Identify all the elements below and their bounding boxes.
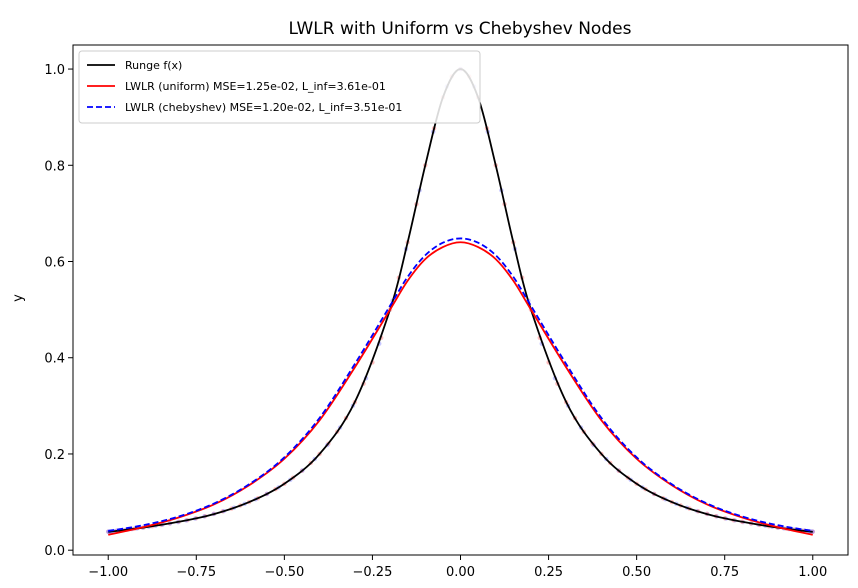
legend: Runge f(x) LWLR (uniform) MSE=1.25e-02, L… bbox=[78, 50, 481, 124]
series-line-3 bbox=[108, 237, 813, 532]
x-tick-label: −0.75 bbox=[176, 565, 216, 580]
x-tick-label: −0.25 bbox=[353, 565, 393, 580]
legend-entry-label: LWLR (uniform) MSE=1.25e-02, L_inf=3.61e… bbox=[125, 80, 386, 93]
x-tick-label: 1.00 bbox=[798, 565, 827, 580]
x-tick-label: 0.25 bbox=[534, 565, 563, 580]
y-tick-label: 0.0 bbox=[44, 544, 65, 559]
y-tick-label: 0.4 bbox=[44, 352, 65, 367]
y-tick-label: 0.2 bbox=[44, 448, 65, 463]
series-lines bbox=[108, 68, 813, 536]
y-tick-label: 1.0 bbox=[44, 63, 65, 78]
x-tick-label: 0.00 bbox=[446, 565, 475, 580]
series-line-1 bbox=[108, 68, 813, 533]
x-tick-label: 0.75 bbox=[710, 565, 739, 580]
legend-entry-label: Runge f(x) bbox=[125, 59, 182, 72]
legend-box bbox=[78, 50, 481, 124]
y-tick-label: 0.8 bbox=[44, 159, 65, 174]
x-tick-label: −0.50 bbox=[264, 565, 304, 580]
x-tick-label: −1.00 bbox=[88, 565, 128, 580]
sample-points bbox=[106, 66, 815, 534]
y-tick-label: 0.6 bbox=[44, 256, 65, 271]
legend-entry-label: LWLR (chebyshev) MSE=1.20e-02, L_inf=3.5… bbox=[125, 101, 402, 114]
y-axis: 0.0 0.2 0.4 0.6 0.8 1.0 bbox=[44, 63, 73, 559]
series-line-2 bbox=[108, 241, 813, 536]
x-axis: −1.00 −0.75 −0.50 −0.25 0.00 0.25 0.50 0.75 1.00 bbox=[88, 555, 827, 580]
y-axis-label: y bbox=[11, 294, 26, 302]
chart-title: LWLR with Uniform vs Chebyshev Nodes bbox=[289, 19, 632, 39]
x-tick-label: 0.50 bbox=[622, 565, 651, 580]
